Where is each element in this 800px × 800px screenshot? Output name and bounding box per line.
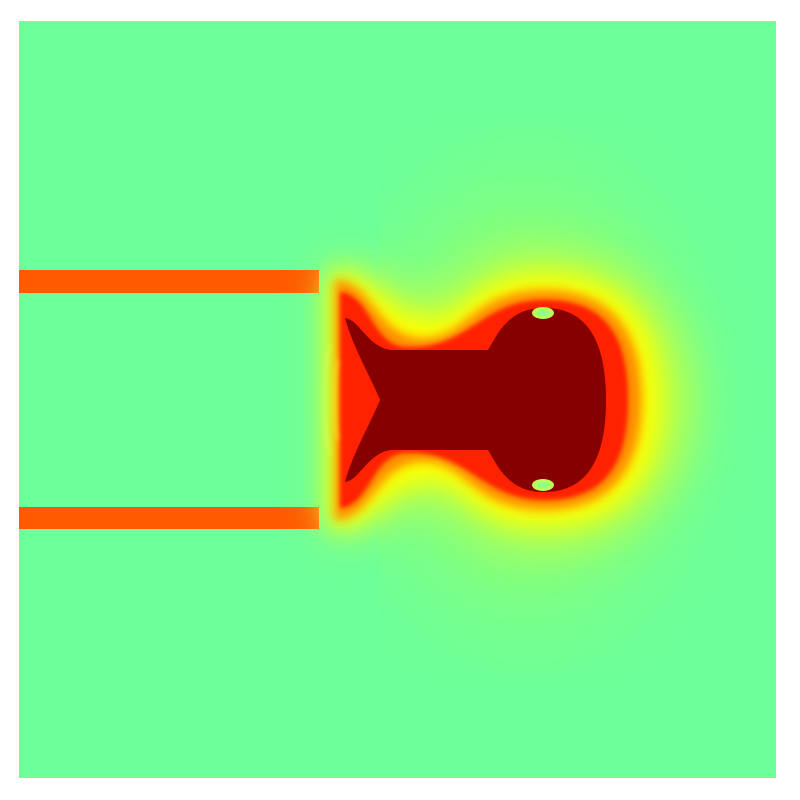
channel-wall-bottom	[19, 507, 319, 529]
hot-core	[345, 307, 606, 493]
ripple-marks	[322, 344, 339, 456]
cool-spot-top-inner	[537, 310, 549, 316]
cool-spot-bottom-inner	[537, 482, 549, 488]
channel-wall-top	[19, 270, 319, 293]
